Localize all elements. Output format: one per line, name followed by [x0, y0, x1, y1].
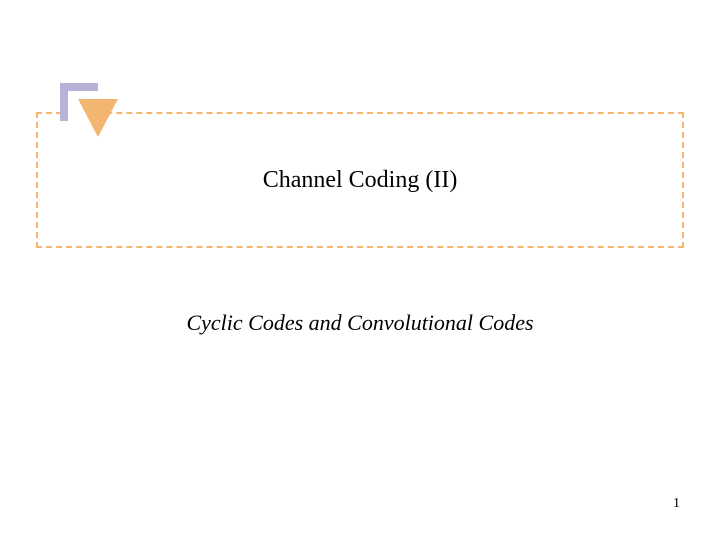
title-box: Channel Coding (II) — [36, 112, 684, 248]
slide-subtitle: Cyclic Codes and Convolutional Codes — [36, 310, 684, 336]
decor-triangle-icon — [78, 99, 118, 137]
slide-title: Channel Coding (II) — [263, 167, 458, 194]
slide: Channel Coding (II) Cyclic Codes and Con… — [0, 0, 720, 540]
page-number: 1 — [673, 496, 680, 512]
